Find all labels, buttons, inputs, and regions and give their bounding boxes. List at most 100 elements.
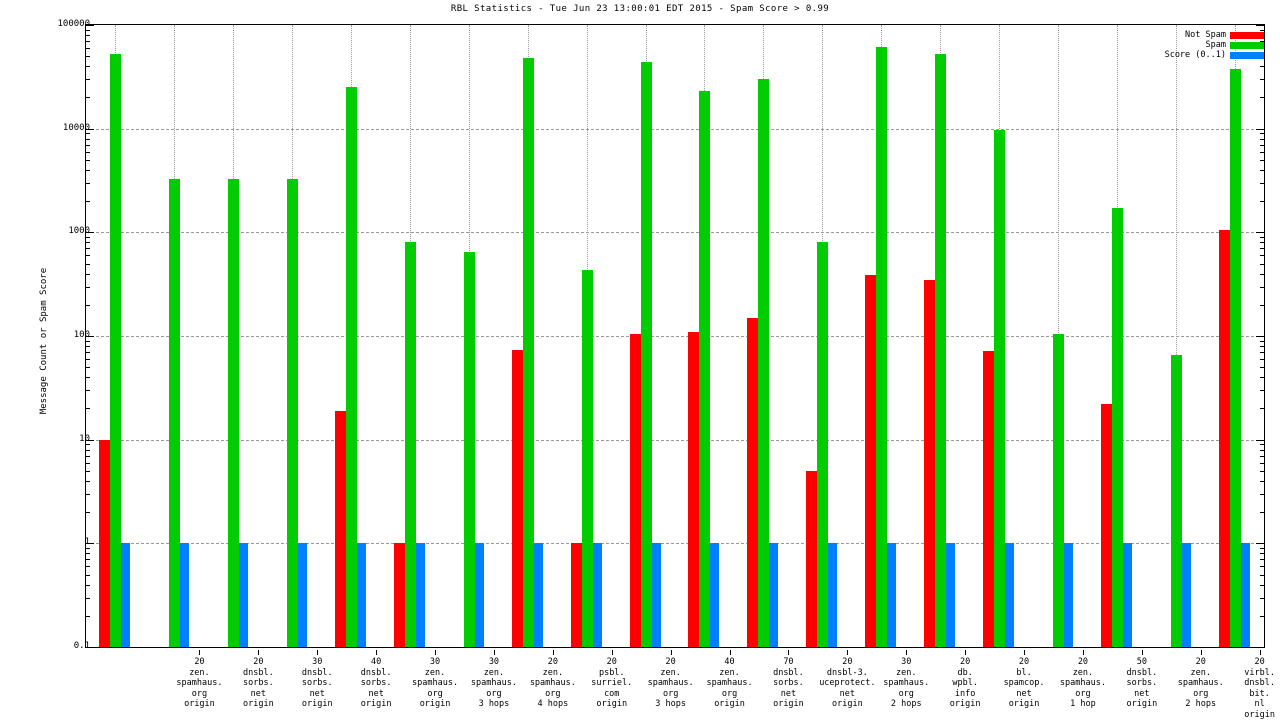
y-axis-minor-tick bbox=[86, 352, 90, 354]
y-axis-minor-tick bbox=[86, 304, 90, 306]
x-axis-label: 20 psbl. surriel. com origin bbox=[591, 657, 633, 709]
bar-score bbox=[355, 543, 367, 647]
y-axis-minor-tick bbox=[1260, 480, 1264, 482]
y-axis-minor-tick bbox=[1260, 559, 1264, 561]
y-axis-minor-tick bbox=[1260, 444, 1264, 446]
y-axis-minor-tick bbox=[1260, 273, 1264, 275]
y-axis-minor-tick bbox=[1260, 242, 1264, 244]
bar-spam bbox=[935, 54, 947, 647]
y-axis-minor-tick bbox=[86, 480, 90, 482]
bar-spam bbox=[404, 242, 416, 647]
x-axis-tick bbox=[552, 650, 554, 655]
bar-score bbox=[413, 543, 425, 647]
y-axis-minor-tick bbox=[1260, 144, 1264, 146]
y-axis-minor-tick bbox=[1260, 462, 1264, 464]
y-axis-minor-tick bbox=[86, 66, 90, 68]
y-axis-minor-tick bbox=[86, 358, 90, 360]
y-axis-minor-tick bbox=[86, 242, 90, 244]
x-axis-tick bbox=[493, 650, 495, 655]
x-axis-tick bbox=[1082, 650, 1084, 655]
y-gridline bbox=[86, 439, 1264, 441]
y-axis-minor-tick bbox=[1260, 548, 1264, 550]
y-axis-minor-tick bbox=[86, 512, 90, 514]
bar-not-spam bbox=[865, 274, 877, 647]
y-axis-minor-tick bbox=[86, 566, 90, 568]
bar-not-spam bbox=[1100, 404, 1112, 647]
y-axis-minor-tick bbox=[86, 493, 90, 495]
bar-spam bbox=[640, 61, 652, 647]
legend-item: Not Spam bbox=[1134, 30, 1264, 40]
y-axis-minor-tick bbox=[1260, 151, 1264, 153]
legend-item: Spam bbox=[1134, 40, 1264, 50]
y-axis-tick bbox=[1256, 128, 1264, 130]
y-axis-minor-tick bbox=[86, 346, 90, 348]
y-axis-minor-tick bbox=[86, 462, 90, 464]
bar-score bbox=[885, 543, 897, 647]
bar-not-spam bbox=[511, 350, 523, 647]
y-axis-tick bbox=[1256, 543, 1264, 545]
x-axis-tick bbox=[1200, 650, 1202, 655]
bar-score bbox=[237, 543, 249, 647]
y-axis-minor-tick bbox=[1260, 470, 1264, 472]
y-axis-tick-label: 10000 bbox=[62, 122, 90, 133]
bar-spam bbox=[993, 130, 1005, 647]
bar-spam bbox=[346, 87, 358, 647]
legend-swatch bbox=[1230, 31, 1264, 39]
y-axis-title: Message Count or Spam Score bbox=[39, 267, 49, 415]
bar-spam bbox=[699, 91, 711, 647]
y-axis-minor-tick bbox=[86, 340, 90, 342]
y-axis-tick-label: 1 bbox=[84, 537, 90, 548]
y-axis-minor-tick bbox=[1260, 159, 1264, 161]
y-axis-minor-tick bbox=[86, 144, 90, 146]
x-axis-tick bbox=[1024, 650, 1026, 655]
y-axis-minor-tick bbox=[1260, 455, 1264, 457]
y-axis-tick bbox=[86, 336, 94, 337]
y-axis-minor-tick bbox=[86, 47, 90, 49]
bar-score bbox=[590, 543, 602, 647]
x-axis-tick bbox=[199, 650, 201, 655]
y-axis-minor-tick bbox=[86, 248, 90, 250]
y-axis-minor-tick bbox=[1260, 182, 1264, 184]
chart-title: RBL Statistics - Tue Jun 23 13:00:01 EDT… bbox=[450, 4, 830, 14]
y-axis-tick bbox=[86, 25, 94, 26]
x-gridline bbox=[1175, 25, 1177, 647]
y-axis-minor-tick bbox=[86, 255, 90, 257]
x-axis-label: 20 zen. spamhaus. org 4 hops bbox=[529, 657, 576, 709]
bar-spam bbox=[1229, 68, 1241, 647]
y-axis-minor-tick bbox=[1260, 390, 1264, 392]
y-gridline bbox=[86, 336, 1264, 337]
bar-not-spam bbox=[99, 439, 111, 647]
y-axis-minor-tick bbox=[86, 201, 90, 203]
bar-score bbox=[531, 543, 543, 647]
y-axis-minor-tick bbox=[1260, 29, 1264, 31]
y-axis-minor-tick bbox=[86, 79, 90, 81]
x-axis-label: 20 zen. spamhaus. org origin bbox=[176, 657, 223, 709]
x-axis-tick bbox=[906, 650, 908, 655]
y-axis-minor-tick bbox=[1260, 340, 1264, 342]
bar-score bbox=[767, 543, 779, 647]
x-axis-label: 20 zen. spamhaus. org 2 hops bbox=[1177, 657, 1224, 709]
y-axis-minor-tick bbox=[1260, 97, 1264, 99]
x-axis-label: 20 zen. spamhaus. org 3 hops bbox=[647, 657, 694, 709]
y-axis-minor-tick bbox=[1260, 248, 1264, 250]
y-axis-minor-tick bbox=[86, 559, 90, 561]
bar-spam bbox=[287, 179, 299, 647]
bar-spam bbox=[758, 79, 770, 647]
y-axis-minor-tick bbox=[1260, 408, 1264, 410]
y-axis-minor-tick bbox=[1260, 566, 1264, 568]
x-axis-label: 40 dnsbl. sorbs. net origin bbox=[360, 657, 392, 709]
bar-not-spam bbox=[570, 543, 582, 647]
y-axis-minor-tick bbox=[1260, 597, 1264, 599]
y-axis-minor-tick bbox=[1260, 138, 1264, 140]
plot-area bbox=[85, 24, 1265, 648]
y-axis-minor-tick bbox=[1260, 449, 1264, 451]
x-axis-label: 20 db. wpbl. info origin bbox=[949, 657, 981, 709]
bar-score bbox=[1120, 543, 1132, 647]
x-axis-tick bbox=[258, 650, 260, 655]
y-axis-tick bbox=[1256, 439, 1264, 441]
bar-not-spam bbox=[688, 331, 700, 647]
bar-not-spam bbox=[335, 410, 347, 647]
y-axis-tick-label: 100000 bbox=[57, 19, 90, 29]
bar-score bbox=[1061, 543, 1073, 647]
y-gridline bbox=[86, 128, 1264, 130]
